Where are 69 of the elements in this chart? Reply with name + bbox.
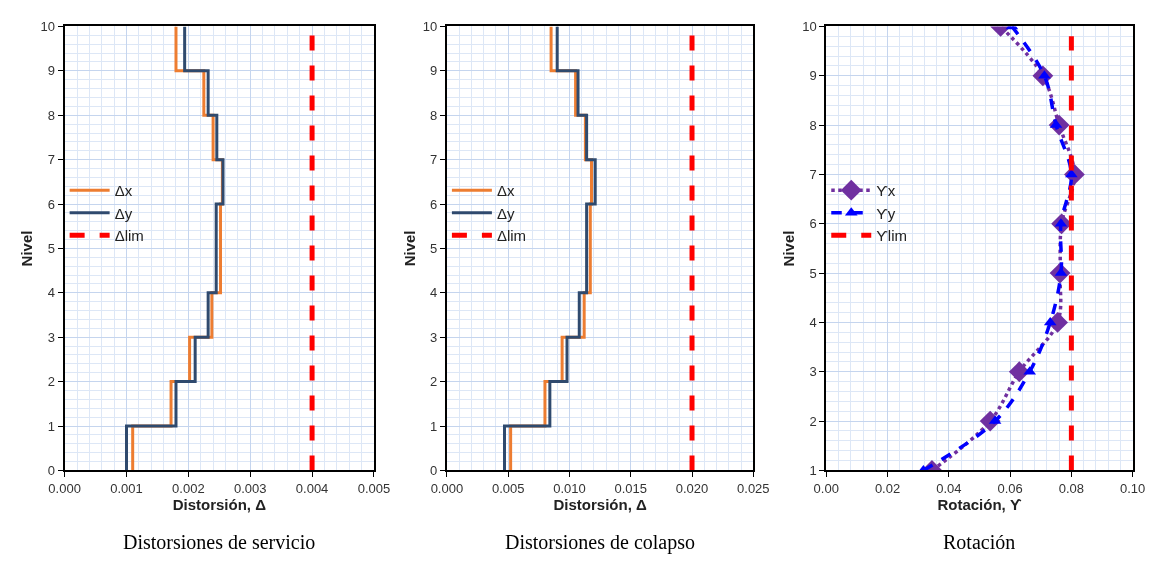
y-tick-label: 6 bbox=[430, 196, 438, 212]
y-tick-label: 2 bbox=[47, 374, 56, 390]
y-tick-label: 8 bbox=[47, 107, 56, 123]
y-tick-label: 3 bbox=[809, 364, 817, 380]
x-axis-title: Distorsión, Δ bbox=[553, 496, 647, 514]
x-tick-label: 0.020 bbox=[675, 481, 709, 497]
y-tick-label: 6 bbox=[47, 196, 56, 212]
y-axis-title: Nivel bbox=[400, 230, 418, 267]
x-tick-label: 0.004 bbox=[295, 481, 329, 497]
y-tick-label: 4 bbox=[430, 285, 438, 301]
y-tick-label: 5 bbox=[430, 240, 438, 256]
legend-label: ϒy bbox=[876, 204, 896, 222]
x-tick-label: 0.00 bbox=[813, 481, 839, 497]
x-tick-label: 0.015 bbox=[614, 481, 648, 497]
y-tick-label: 5 bbox=[47, 240, 56, 256]
x-tick-label: 0.001 bbox=[110, 481, 143, 497]
legend-label: Δy bbox=[496, 204, 515, 222]
text: Rotación bbox=[943, 531, 1016, 553]
y-tick-label: 0 bbox=[47, 462, 56, 478]
y-tick-label: 7 bbox=[430, 152, 438, 168]
x-tick-label: 0.005 bbox=[491, 481, 525, 497]
x-tick-label: 0.06 bbox=[997, 481, 1023, 497]
x-tick-label: 0.08 bbox=[1058, 481, 1085, 497]
y-tick-label: 7 bbox=[809, 167, 817, 182]
x-tick-label: 0.02 bbox=[874, 481, 901, 497]
y-tick-label: 9 bbox=[47, 63, 56, 79]
y-tick-label: 2 bbox=[430, 374, 438, 390]
y-tick-label: 4 bbox=[47, 285, 56, 301]
y-tick-label: 10 bbox=[422, 19, 438, 35]
y-tick-label: 4 bbox=[809, 314, 817, 330]
text: Distorsiones de colapso bbox=[505, 531, 695, 554]
y-tick-label: 7 bbox=[47, 152, 56, 168]
y-tick-label: 1 bbox=[430, 418, 438, 434]
legend-label: ϒx bbox=[876, 182, 896, 200]
y-tick-label: 0 bbox=[430, 462, 438, 478]
x-axis-title: Distorsión, Δ bbox=[172, 496, 267, 514]
x-tick-label: 0.10 bbox=[1120, 481, 1146, 497]
legend-label: Δx bbox=[114, 182, 133, 200]
legend-label: Δx bbox=[496, 182, 515, 200]
point bbox=[1043, 316, 1057, 326]
text: Distorsiones de servicio bbox=[123, 531, 316, 553]
x-tick-label: 0.025 bbox=[737, 481, 770, 497]
y-tick-label: 2 bbox=[809, 413, 817, 429]
y-tick-label: 3 bbox=[430, 329, 438, 345]
y-tick-label: 9 bbox=[809, 68, 817, 84]
y-tick-label: 8 bbox=[430, 107, 438, 123]
x-tick-label: 0.000 bbox=[48, 481, 81, 497]
y-tick-label: 3 bbox=[47, 329, 56, 345]
y-tick-label: 5 bbox=[809, 265, 817, 281]
x-tick-label: 0.003 bbox=[233, 481, 267, 497]
legend-label: Δlim bbox=[496, 227, 527, 245]
y-tick-label: 10 bbox=[40, 19, 56, 35]
x-tick-label: 0.04 bbox=[936, 481, 962, 497]
x-axis-title: Rotación, ϒ bbox=[937, 496, 1022, 514]
x-tick-label: 0.002 bbox=[172, 481, 205, 497]
y-tick-label: 9 bbox=[430, 63, 438, 79]
y-tick-label: 1 bbox=[809, 462, 817, 478]
y-tick-label: 8 bbox=[809, 117, 817, 133]
x-tick-label: 0.000 bbox=[430, 481, 464, 497]
legend-label: Δy bbox=[114, 204, 133, 222]
legend-label: ϒlim bbox=[876, 227, 908, 245]
x-tick-label: 0.005 bbox=[357, 481, 391, 497]
y-axis-title: Nivel bbox=[18, 230, 36, 267]
legend-label: Δlim bbox=[114, 227, 144, 245]
y-tick-label: 1 bbox=[47, 418, 56, 434]
y-tick-label: 6 bbox=[809, 216, 817, 232]
y-tick-label: 10 bbox=[802, 19, 817, 35]
y-axis-title: Nivel bbox=[779, 230, 797, 267]
x-tick-label: 0.010 bbox=[553, 481, 586, 497]
